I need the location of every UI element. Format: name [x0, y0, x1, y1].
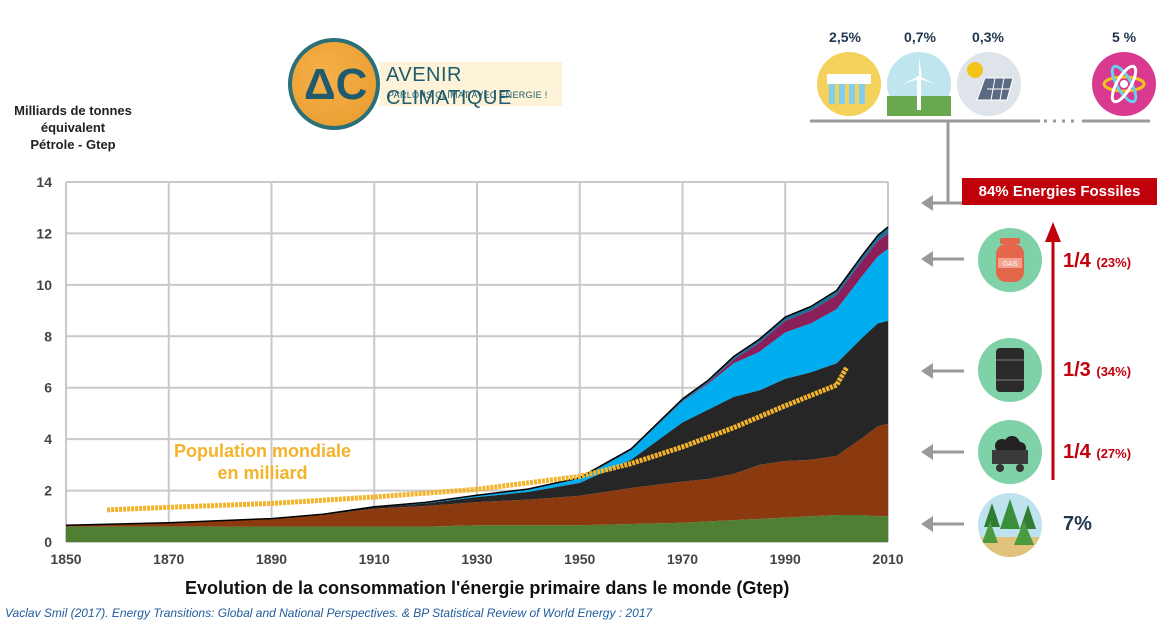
pointer-arrow-head [921, 195, 933, 211]
y-axis-title: Milliards de tonnes équivalent Pétrole -… [0, 102, 146, 153]
y-tick-label: 0 [44, 534, 52, 550]
coal-fraction: 1/4 [1063, 441, 1091, 463]
coal-share: 1/4 (27%) [1063, 441, 1131, 464]
x-tick-label: 2010 [872, 551, 903, 567]
area-gas [66, 248, 888, 526]
oil-pct: (34%) [1096, 364, 1132, 379]
logo-title: AVENIR CLIMATIQUE [386, 64, 512, 109]
y-tick-label: 12 [36, 225, 52, 241]
population-annotation: Population mondiale en milliard [150, 440, 375, 484]
pointer-arrow-head [921, 444, 933, 460]
y-tick-label: 4 [44, 431, 52, 447]
gas-icon: GAS [978, 228, 1042, 292]
x-tick-label: 1890 [256, 551, 287, 567]
chart-arrows [810, 119, 1150, 532]
oil-fraction: 1/3 [1063, 359, 1091, 381]
fossil-banner: 84% Energies Fossiles [962, 178, 1157, 205]
hydro-pct: 2,5% [829, 29, 861, 45]
hydro-icon [817, 52, 881, 116]
y-axis-title-line: Pétrole - Gtep [30, 137, 116, 152]
population-annotation-line: Population mondiale [173, 441, 351, 461]
chart-axes: 0 2 4 6 8 10 12 14 1850 1870 1890 1910 1930 1950 1970 1… [36, 174, 903, 567]
population-annotation-line: en milliard [217, 463, 308, 483]
forest-icon [978, 493, 1042, 557]
wind-icon [887, 52, 951, 116]
gas-pct: (23%) [1096, 255, 1132, 270]
nuclear-icon [1092, 52, 1156, 116]
wind-pct: 0,7% [904, 29, 936, 45]
solar-pct: 0,3% [972, 29, 1004, 45]
svg-text:GAS: GAS [1003, 261, 1018, 268]
chart-title: Evolution de la consommation l'énergie p… [185, 578, 790, 598]
x-tick-label: 1910 [359, 551, 390, 567]
y-tick-label: 6 [44, 380, 52, 396]
fossil-arrow-head [1045, 222, 1061, 242]
x-tick-label: 1970 [667, 551, 698, 567]
chart-areas [65, 226, 889, 542]
gas-fraction: 1/4 [1063, 250, 1091, 272]
oil-share: 1/3 (34%) [1063, 359, 1131, 382]
area-biomass [66, 515, 888, 542]
x-tick-label: 1950 [564, 551, 595, 567]
solar-icon [957, 52, 1021, 116]
x-tick-label: 1870 [153, 551, 184, 567]
nuclear-pct: 5 % [1111, 29, 1137, 45]
x-tick-label: 1850 [50, 551, 81, 567]
y-tick-label: 8 [44, 328, 52, 344]
area-oil [66, 320, 888, 526]
pointer-arrow-head [921, 516, 933, 532]
source-citation: Vaclav Smil (2017). Energy Transitions: … [5, 606, 653, 620]
pointer-arrow-head [921, 363, 933, 379]
area-coal [66, 423, 888, 527]
x-tick-label: 1990 [770, 551, 801, 567]
biomass-pct: 7% [1063, 513, 1092, 535]
y-tick-label: 14 [36, 174, 52, 190]
coal-cart-icon [978, 420, 1042, 484]
x-tick-label: 1930 [461, 551, 492, 567]
gas-share: 1/4 (23%) [1063, 250, 1131, 273]
coal-pct: (27%) [1096, 446, 1132, 461]
y-tick-label: 10 [36, 277, 52, 293]
pointer-arrow-head [921, 251, 933, 267]
logo: ΔC AVENIR CLIMATIQUE PARLONS CLIMAT AVEC… [288, 38, 578, 130]
oil-barrel-icon [978, 338, 1042, 402]
area-outline [65, 226, 889, 527]
logo-ac-letters: ΔC [304, 60, 368, 109]
logo-subtitle: PARLONS CLIMAT AVEC ÉNERGIE ! [388, 90, 548, 100]
population-series [106, 365, 850, 513]
logo-globe-icon: ΔC [288, 38, 380, 130]
y-tick-label: 2 [44, 483, 52, 499]
y-axis-title-line: Milliards de tonnes [14, 103, 132, 118]
population-line [106, 365, 850, 513]
y-axis-title-line: équivalent [40, 120, 106, 135]
